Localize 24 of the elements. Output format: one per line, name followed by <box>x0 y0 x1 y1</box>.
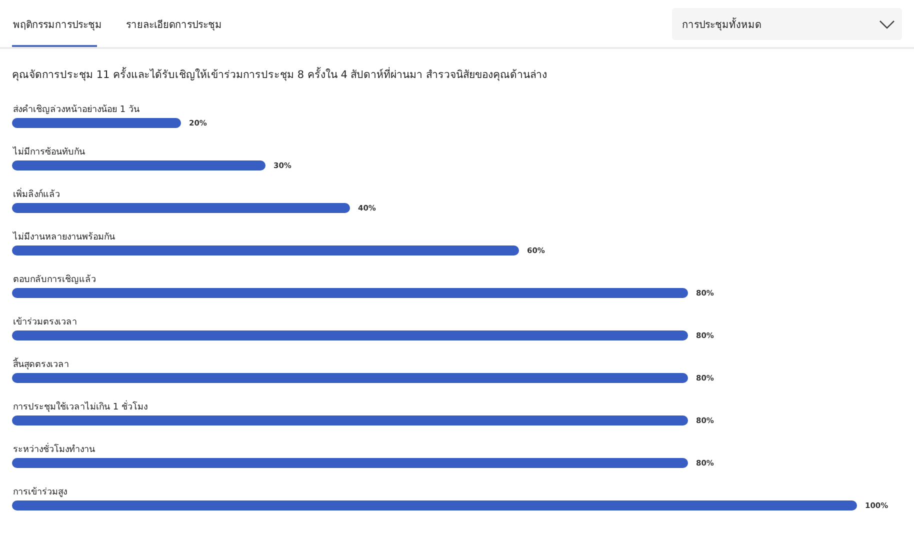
text: รายละเอียดการประชุม <box>126 18 222 32</box>
bar <box>12 416 688 426</box>
bar <box>12 160 266 170</box>
dropdown-field: การประชุมทั้งหมด <box>672 8 902 40</box>
bar <box>12 330 688 340</box>
y-tick-label: สิ้นสุดตรงเวลา <box>13 357 69 370</box>
y-tick-label: ระหว่างชั่วโมงทำงาน <box>13 442 95 455</box>
y-tick-label: เพิ่มลิงก์แล้ว <box>13 187 60 200</box>
y-tick-label: เข้าร่วมตรงเวลา <box>13 316 77 328</box>
y-tick-label: การเข้าร่วมสูง <box>13 486 67 498</box>
text: พฤติกรรมการประชุม <box>13 19 102 32</box>
bar <box>12 373 688 383</box>
bar <box>12 458 688 468</box>
y-tick-label: การประชุมใช้เวลาไม่เกิน 1 ชั่วโมง <box>13 400 148 412</box>
y-tick-label: ส่งคำเชิญล่วงหน้าอย่างน้อย 1 วัน <box>13 104 140 115</box>
y-tick-label: ตอบกลับการเชิญแล้ว <box>13 274 96 285</box>
bar <box>12 203 350 213</box>
y-tick-label: ไม่มีการซ้อนทับกัน <box>12 146 85 158</box>
y-tick-label: ไม่มีงานหลายงานพร้อมกัน <box>12 232 115 242</box>
bar <box>12 246 519 256</box>
bar <box>12 500 857 510</box>
bar <box>12 118 181 128</box>
chart-title: คุณจัดการประชุม 11 ครั้งและได้รับเชิญให้เข้าร่วมการประชุม 8 ครั้งใน 4 สัปดาห์ที่ผ่านมา สำรวจนิสัยของคุณด้านล่าง <box>12 66 548 83</box>
bar <box>12 288 688 298</box>
